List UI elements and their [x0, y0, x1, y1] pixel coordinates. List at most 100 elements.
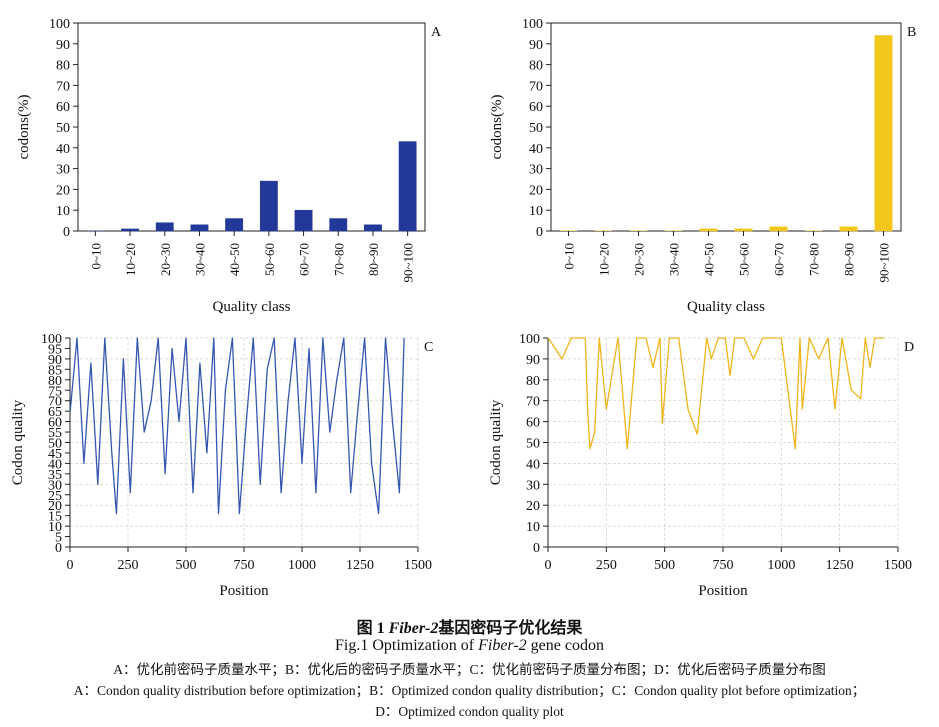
figure-title-en: Fig.1 Optimization of Fiber-2 gene codon: [0, 637, 939, 655]
plot-frame: [77, 22, 426, 232]
series-line: [69, 337, 405, 515]
x-tick-label: 500: [176, 558, 197, 573]
y-tick-label: 95: [48, 342, 62, 357]
y-tick-label: 30: [56, 163, 70, 178]
y-tick-label: 30: [526, 478, 540, 493]
bar: [874, 35, 893, 232]
caption-en-prefix: Fig.1 Optimization of: [335, 637, 479, 654]
y-tick-label: 55: [48, 426, 62, 441]
bar: [86, 230, 105, 231]
y-tick-label: 70: [48, 395, 62, 410]
series-line: [547, 337, 884, 450]
x-tick-label: 0~10: [88, 243, 103, 270]
y-tick-label: 20: [48, 499, 62, 514]
chart-panel-a: A 0 10 20 30 40 50 60 70 80 90 100 0~10 10~20 20~30 30~…: [16, 17, 442, 315]
y-tick-label: 0: [55, 541, 62, 556]
caption-en-suffix: gene codon: [526, 637, 604, 654]
x-tick-label: 50~60: [262, 243, 277, 276]
x-tick-label: 90~100: [401, 243, 416, 283]
y-tick-label: 70: [529, 79, 543, 94]
y-tick-label: 10: [48, 520, 62, 535]
y-axis-label: Codon quality: [10, 399, 26, 485]
bar: [839, 226, 858, 232]
x-tick-label: 1500: [884, 558, 912, 573]
x-tick-label: 250: [118, 558, 139, 573]
x-tick-label: 40~50: [702, 243, 717, 276]
bar: [121, 228, 139, 232]
bar: [190, 224, 209, 232]
x-axis-label: Quality class: [213, 299, 291, 315]
y-tick-label: 60: [529, 100, 543, 115]
chart-panel-b: B 0 10 20 30 40 50 60 70 80 90 100 0~10 10~20 20~30 30~…: [489, 17, 916, 315]
y-tick-label: 0: [536, 225, 543, 240]
y-tick-label: 25: [48, 489, 62, 504]
y-tick-label: 45: [48, 447, 62, 462]
y-tick-label: 5: [55, 531, 62, 546]
y-tick-label: 80: [526, 374, 540, 389]
caption-en-gene: Fiber-2: [478, 637, 527, 654]
y-tick-label: 90: [56, 38, 70, 53]
y-tick-label: 60: [56, 100, 70, 115]
bar: [629, 230, 648, 231]
caption-title-gene: Fiber-2: [388, 620, 439, 637]
caption-title-prefix: 图 1: [356, 620, 389, 637]
y-tick-label: 100: [519, 332, 540, 347]
bar: [699, 228, 718, 232]
bar: [769, 226, 788, 232]
panel-label: D: [904, 340, 914, 355]
y-tick-label: 60: [526, 416, 540, 431]
y-tick-label: 10: [529, 204, 543, 219]
y-tick-label: 40: [526, 457, 540, 472]
y-tick-label: 70: [526, 395, 540, 410]
x-tick-label: 1250: [826, 558, 854, 573]
y-tick-label: 65: [48, 405, 62, 420]
y-tick-label: 20: [526, 499, 540, 514]
y-tick-label: 40: [48, 457, 62, 472]
y-tick-label: 15: [48, 510, 62, 525]
bar: [364, 224, 382, 232]
y-axis-label: Codon quality: [488, 399, 504, 485]
panel-label: C: [424, 340, 433, 355]
x-tick-label: 80~90: [366, 243, 381, 276]
panel-label: A: [431, 25, 442, 40]
bar: [294, 209, 313, 232]
x-tick-label: 500: [654, 558, 675, 573]
y-tick-label: 90: [526, 353, 540, 368]
y-tick-label: 20: [529, 183, 543, 198]
x-tick-label: 80~90: [842, 243, 857, 276]
x-axis-label: Position: [219, 583, 269, 599]
x-tick-label: 1500: [404, 558, 432, 573]
bar: [804, 230, 823, 231]
x-tick-label: 250: [596, 558, 617, 573]
x-tick-label: 90~100: [877, 243, 892, 283]
y-tick-label: 60: [48, 416, 62, 431]
y-tick-label: 0: [63, 225, 70, 240]
x-tick-label: 40~50: [227, 243, 242, 276]
x-axis-label: Position: [698, 583, 748, 599]
y-tick-label: 0: [533, 541, 540, 556]
y-tick-label: 50: [529, 121, 543, 136]
x-tick-label: 60~70: [772, 243, 787, 276]
caption-legend-cn: A：优化前密码子质量水平；B：优化后的密码子质量水平；C：优化前密码子质量分布图…: [113, 662, 826, 677]
y-tick-label: 50: [56, 121, 70, 136]
y-tick-label: 80: [56, 59, 70, 74]
x-tick-label: 10~20: [123, 243, 138, 276]
y-tick-label: 30: [48, 478, 62, 493]
y-tick-label: 50: [526, 437, 540, 452]
x-tick-label: 20~30: [632, 243, 647, 276]
y-tick-label: 75: [48, 384, 62, 399]
y-tick-label: 90: [48, 353, 62, 368]
x-tick-label: 60~70: [297, 243, 312, 276]
x-tick-label: 750: [713, 558, 734, 573]
bar: [259, 180, 278, 232]
bar: [664, 230, 683, 231]
y-tick-label: 100: [49, 17, 70, 32]
y-tick-label: 50: [48, 437, 62, 452]
x-tick-label: 30~40: [192, 243, 207, 276]
x-tick-label: 1000: [288, 558, 316, 573]
chart-panel-c: C051015202530354045505560657075808590951…: [10, 332, 433, 599]
y-tick-label: 10: [526, 520, 540, 535]
y-tick-label: 20: [56, 183, 70, 198]
y-tick-label: 85: [48, 363, 62, 378]
